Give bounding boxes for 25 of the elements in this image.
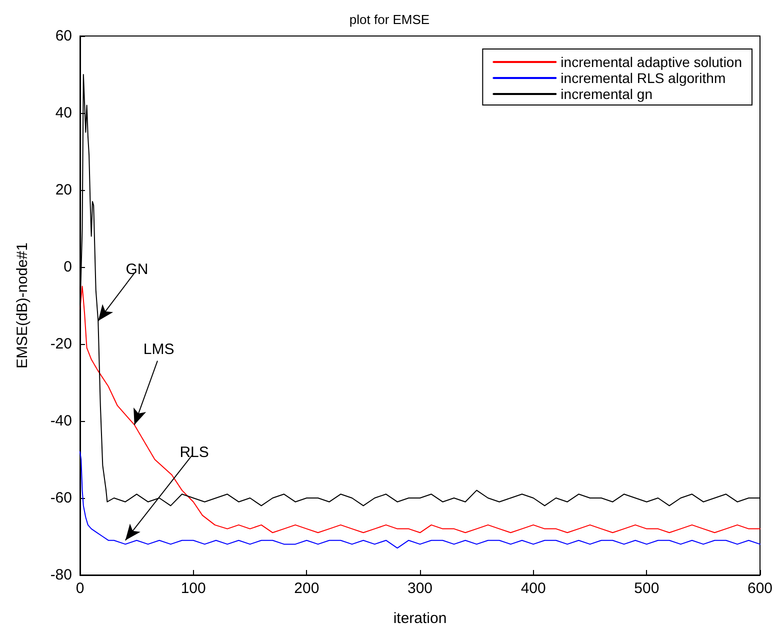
x-tick-label: 200 bbox=[294, 580, 320, 597]
x-axis-title: iteration bbox=[393, 610, 447, 627]
y-tick-label: -40 bbox=[50, 412, 72, 430]
y-tick-label: 20 bbox=[55, 182, 72, 198]
x-tick-label: 500 bbox=[634, 580, 660, 597]
annotation: GN bbox=[126, 261, 148, 278]
legend-label: incremental adaptive solution bbox=[560, 54, 742, 70]
y-tick-label: -20 bbox=[50, 336, 72, 352]
annotation: LMS bbox=[143, 341, 174, 358]
x-tick-label: 0 bbox=[76, 580, 84, 597]
x-tick-label: 100 bbox=[180, 580, 206, 597]
y-tick-label: -60 bbox=[50, 490, 72, 506]
y-tick-label: 40 bbox=[55, 104, 72, 122]
y-tick-label: -80 bbox=[50, 566, 72, 584]
chart-title: plot for EMSE bbox=[349, 12, 430, 27]
legend-label: incremental gn bbox=[560, 86, 652, 102]
x-tick-label: 400 bbox=[520, 580, 546, 597]
line-series bbox=[80, 286, 760, 534]
annotation: RLS bbox=[180, 444, 209, 461]
legend-label: incremental RLS algorithm bbox=[560, 70, 726, 86]
y-tick-label: 60 bbox=[55, 28, 72, 44]
y-tick-label: 0 bbox=[64, 258, 72, 276]
x-tick-label: 300 bbox=[407, 580, 433, 597]
y-axis-title: EMSE(dB)-node#1 bbox=[14, 242, 31, 368]
x-tick-label: 600 bbox=[747, 580, 773, 597]
